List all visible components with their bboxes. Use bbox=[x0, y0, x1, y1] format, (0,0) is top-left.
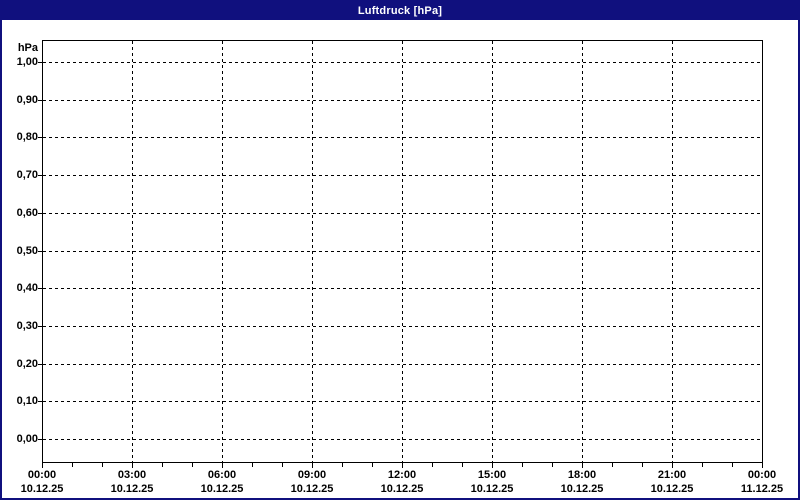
x-tick-date-label: 10.12.25 bbox=[650, 483, 694, 495]
y-tick-mark bbox=[38, 251, 42, 252]
x-minor-tick-mark bbox=[252, 463, 253, 467]
x-major-tick-mark bbox=[582, 463, 583, 468]
y-tick-mark bbox=[38, 213, 42, 214]
x-major-tick-mark bbox=[42, 463, 43, 468]
y-tick-label: 0,80 bbox=[16, 131, 38, 143]
y-tick-label: 0,70 bbox=[16, 169, 38, 181]
chart-title-bar: Luftdruck [hPa] bbox=[2, 2, 798, 20]
gridline-v bbox=[132, 41, 133, 462]
y-tick-label: 0,00 bbox=[16, 433, 38, 445]
x-minor-tick-mark bbox=[462, 463, 463, 467]
x-minor-tick-mark bbox=[732, 463, 733, 467]
y-tick-mark bbox=[38, 62, 42, 63]
y-tick-mark bbox=[38, 137, 42, 138]
x-minor-tick-mark bbox=[192, 463, 193, 467]
x-major-tick-mark bbox=[492, 463, 493, 468]
y-tick-mark bbox=[38, 401, 42, 402]
gridline-v bbox=[672, 41, 673, 462]
x-tick-time-label: 21:00 bbox=[657, 469, 687, 481]
y-tick-label: 0,20 bbox=[16, 358, 38, 370]
y-tick-mark bbox=[38, 288, 42, 289]
x-major-tick-mark bbox=[222, 463, 223, 468]
x-minor-tick-mark bbox=[642, 463, 643, 467]
x-tick-time-label: 18:00 bbox=[567, 469, 597, 481]
x-minor-tick-mark bbox=[522, 463, 523, 467]
x-major-tick-mark bbox=[672, 463, 673, 468]
y-tick-mark bbox=[38, 439, 42, 440]
gridline-v bbox=[402, 41, 403, 462]
x-minor-tick-mark bbox=[552, 463, 553, 467]
y-tick-mark bbox=[38, 175, 42, 176]
x-tick-date-label: 10.12.25 bbox=[470, 483, 514, 495]
y-tick-label: 0,90 bbox=[16, 94, 38, 106]
x-tick-date-label: 10.12.25 bbox=[560, 483, 604, 495]
gridline-v bbox=[222, 41, 223, 462]
x-tick-date-label: 10.12.25 bbox=[200, 483, 244, 495]
x-minor-tick-mark bbox=[432, 463, 433, 467]
x-tick-time-label: 06:00 bbox=[207, 469, 237, 481]
x-minor-tick-mark bbox=[102, 463, 103, 467]
gridline-v bbox=[582, 41, 583, 462]
y-tick-mark bbox=[38, 100, 42, 101]
x-major-tick-mark bbox=[312, 463, 313, 468]
x-tick-time-label: 00:00 bbox=[27, 469, 57, 481]
y-tick-label: 0,60 bbox=[16, 207, 38, 219]
x-tick-date-label: 10.12.25 bbox=[20, 483, 64, 495]
x-major-tick-mark bbox=[132, 463, 133, 468]
x-tick-time-label: 03:00 bbox=[117, 469, 147, 481]
x-tick-time-label: 09:00 bbox=[297, 469, 327, 481]
gridline-v bbox=[312, 41, 313, 462]
x-tick-date-label: 11.12.25 bbox=[740, 483, 784, 495]
x-tick-time-label: 12:00 bbox=[387, 469, 417, 481]
y-tick-label: 0,30 bbox=[16, 320, 38, 332]
y-tick-mark bbox=[38, 326, 42, 327]
chart-title: Luftdruck [hPa] bbox=[357, 5, 443, 17]
x-minor-tick-mark bbox=[702, 463, 703, 467]
x-minor-tick-mark bbox=[612, 463, 613, 467]
y-axis-unit-label: hPa bbox=[17, 42, 38, 54]
x-tick-date-label: 10.12.25 bbox=[110, 483, 154, 495]
y-tick-label: 0,50 bbox=[16, 245, 38, 257]
x-tick-time-label: 15:00 bbox=[477, 469, 507, 481]
x-minor-tick-mark bbox=[72, 463, 73, 467]
y-tick-label: 0,10 bbox=[16, 395, 38, 407]
x-minor-tick-mark bbox=[282, 463, 283, 467]
x-major-tick-mark bbox=[762, 463, 763, 468]
plot-area bbox=[42, 40, 763, 463]
y-tick-label: 1,00 bbox=[16, 56, 38, 68]
y-tick-label: 0,40 bbox=[16, 282, 38, 294]
x-minor-tick-mark bbox=[162, 463, 163, 467]
x-tick-date-label: 10.12.25 bbox=[380, 483, 424, 495]
x-tick-date-label: 10.12.25 bbox=[290, 483, 334, 495]
x-minor-tick-mark bbox=[342, 463, 343, 467]
y-tick-mark bbox=[38, 364, 42, 365]
x-minor-tick-mark bbox=[372, 463, 373, 467]
x-major-tick-mark bbox=[402, 463, 403, 468]
x-tick-time-label: 00:00 bbox=[747, 469, 777, 481]
gridline-v bbox=[492, 41, 493, 462]
